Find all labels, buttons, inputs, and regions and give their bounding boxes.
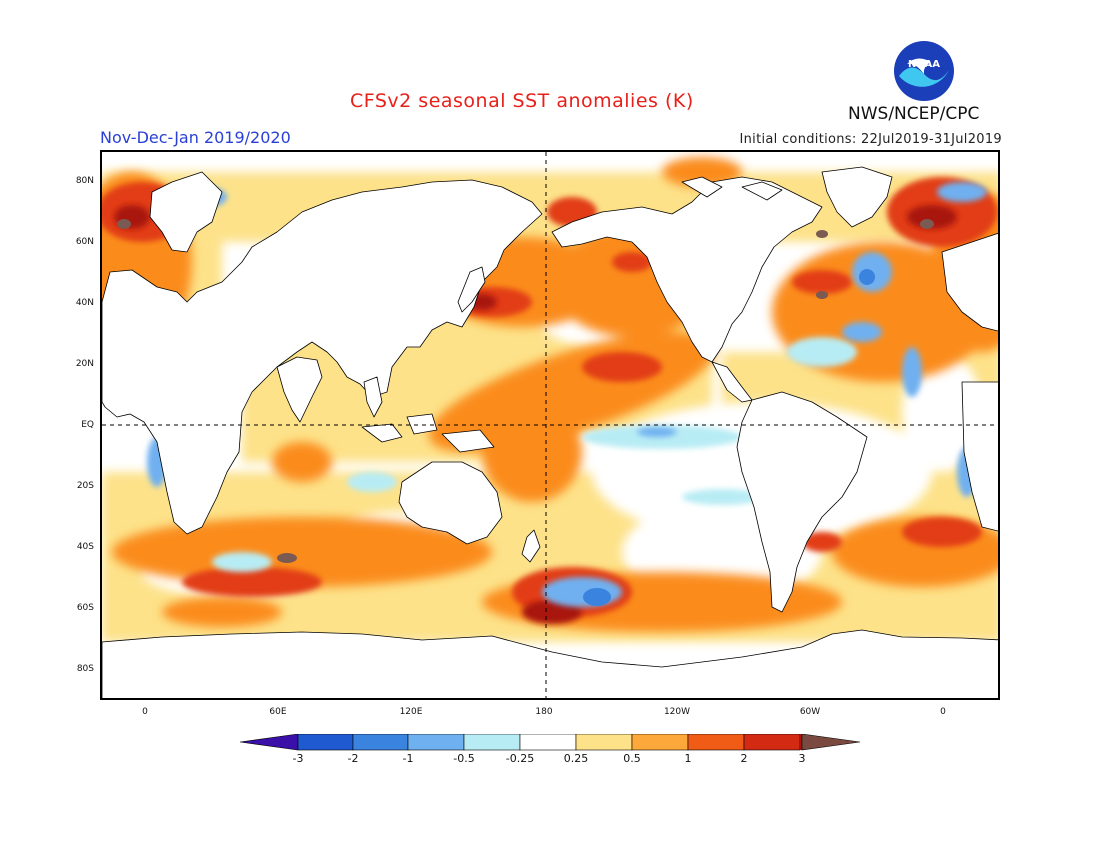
colorbar-label: -3	[292, 752, 304, 765]
lat-label: 80S	[76, 664, 94, 674]
noaa-logo: NOAA	[893, 40, 955, 102]
colorbar-cell	[463, 734, 521, 751]
lat-label: 20S	[76, 481, 94, 491]
lat-label: 40N	[75, 298, 94, 308]
colorbar-cell	[575, 734, 633, 751]
lon-label: 60W	[799, 707, 821, 717]
colorbar-label: 0.25	[563, 752, 589, 765]
lon-label: 0	[940, 707, 946, 717]
land-greenland	[821, 166, 893, 228]
land-australia	[398, 461, 503, 545]
lat-label: 60S	[76, 603, 94, 613]
land-japan	[457, 266, 486, 313]
colorbar-cell	[800, 734, 802, 750]
lat-label: 20N	[75, 359, 94, 369]
map-title: CFSv2 seasonal SST anomalies (K)	[350, 90, 694, 112]
colorbar-cell	[297, 734, 354, 751]
colorbar-label: 1	[684, 752, 692, 765]
anomaly-field-light-cool	[212, 337, 857, 572]
map-gridlines	[102, 152, 998, 698]
agency-label: NWS/NCEP/CPC	[848, 104, 980, 124]
land-new-zealand	[521, 529, 541, 563]
colorbar-cell	[631, 734, 689, 751]
lon-label: 60E	[269, 707, 287, 717]
continents	[102, 166, 998, 698]
colorbar-low-arrow	[240, 734, 299, 751]
lon-label: 0	[142, 707, 148, 717]
lon-label: 120W	[663, 707, 691, 717]
land-south-america	[736, 391, 868, 613]
colorbar-label: -1	[402, 752, 414, 765]
land-india	[276, 356, 323, 423]
land-se-asia	[363, 376, 383, 418]
initial-conditions: Initial conditions: 22Jul2019-31Jul2019	[739, 132, 1002, 147]
lat-label: 40S	[76, 542, 94, 552]
colorbar	[240, 734, 861, 751]
colorbar-cell	[352, 734, 409, 751]
sst-anomaly-map	[100, 150, 1000, 700]
logo-text: NOAA	[908, 59, 940, 70]
land-scandinavia	[149, 171, 223, 253]
colorbar-label: 0.5	[623, 752, 641, 765]
lon-label: 120E	[399, 707, 423, 717]
land-africa-east-edge	[961, 381, 998, 532]
colorbar-cell	[687, 734, 745, 751]
forecast-period: Nov-Dec-Jan 2019/2020	[100, 128, 291, 147]
colorbar-high-arrow	[801, 734, 861, 751]
land-north-america	[551, 176, 823, 363]
colorbar-cell	[519, 734, 577, 751]
colorbar-label: 2	[740, 752, 748, 765]
colorbar-cell	[743, 734, 801, 751]
land-eurasia-africa	[102, 179, 543, 535]
lat-label: 60N	[75, 237, 94, 247]
lon-label: 180	[535, 707, 553, 717]
colorbar-label: 3	[798, 752, 806, 765]
lat-label: 80N	[75, 176, 94, 186]
colorbar-label: -0.5	[453, 752, 475, 765]
anomaly-field-above-3	[117, 219, 934, 563]
colorbar-label: -0.25	[505, 752, 535, 765]
colorbar-label: -2	[347, 752, 359, 765]
lat-label: EQ	[81, 420, 94, 430]
land-arctic-islands	[681, 176, 783, 201]
colorbar-cell	[407, 734, 465, 751]
land-antarctica	[102, 629, 998, 698]
land-europe-east-edge	[941, 232, 998, 332]
